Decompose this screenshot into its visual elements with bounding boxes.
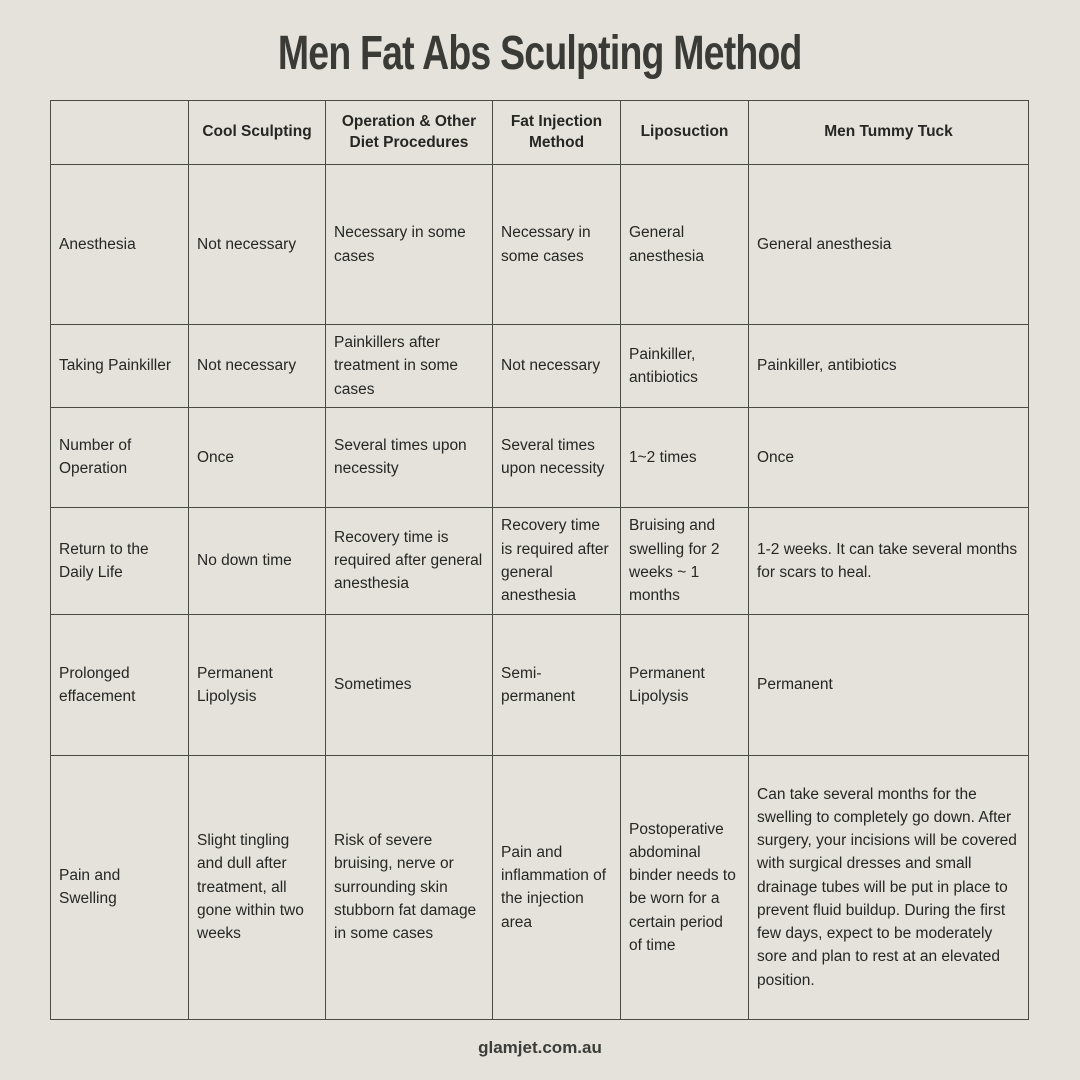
table-cell: Necessary in some cases <box>325 164 493 325</box>
table-cell: Painkiller, antibiotics <box>748 324 1029 408</box>
table-cell: Bruising and swelling for 2 weeks ~ 1 mo… <box>620 506 749 615</box>
table-cell: Permanent <box>748 613 1029 756</box>
table-cell: Several times upon necessity <box>325 406 493 508</box>
row-label: Number of Operation <box>50 406 189 508</box>
column-header-cool-sculpting: Cool Sculpting <box>188 100 326 165</box>
column-header-tummy-tuck: Men Tummy Tuck <box>748 100 1029 165</box>
table-cell: No down time <box>188 506 326 615</box>
table-row-anesthesia: Anesthesia Not necessary Necessary in so… <box>50 164 1029 325</box>
table-row-pain-and-swelling: Pain and Swelling Slight tingling and du… <box>50 754 1029 1020</box>
table-cell: Not necessary <box>492 324 621 408</box>
table-cell: Slight tingling and dull after treatment… <box>188 754 326 1020</box>
table-row-number-of-operation: Number of Operation Once Several times u… <box>50 406 1029 508</box>
table-cell: Pain and inflammation of the injection a… <box>492 754 621 1020</box>
column-header-blank <box>50 100 189 165</box>
table-cell: Sometimes <box>325 613 493 756</box>
header-row: Cool Sculpting Operation & Other Diet Pr… <box>50 100 1029 165</box>
table-cell: Can take several months for the swelling… <box>748 754 1029 1020</box>
row-label: Taking Painkiller <box>50 324 189 408</box>
table-cell: Postoperative abdominal binder needs to … <box>620 754 749 1020</box>
table-cell: General anesthesia <box>748 164 1029 325</box>
table-cell: Semi-permanent <box>492 613 621 756</box>
table-row-taking-painkiller: Taking Painkiller Not necessary Painkill… <box>50 324 1029 408</box>
table-cell: General anesthesia <box>620 164 749 325</box>
row-label: Anesthesia <box>50 164 189 325</box>
table-cell: Permanent Lipolysis <box>188 613 326 756</box>
table-cell: Permanent Lipolysis <box>620 613 749 756</box>
table-cell: 1~2 times <box>620 406 749 508</box>
table-row-return-to-daily-life: Return to the Daily Life No down time Re… <box>50 506 1029 615</box>
page-title: Men Fat Abs Sculpting Method <box>0 26 1080 81</box>
table-cell: Painkiller, antibiotics <box>620 324 749 408</box>
table-row-prolonged-effacement: Prolonged effacement Permanent Lipolysis… <box>50 613 1029 756</box>
footer-watermark: glamjet.com.au <box>478 1038 602 1057</box>
table-cell: Once <box>748 406 1029 508</box>
column-header-fat-injection: Fat Injection Method <box>492 100 621 165</box>
table-cell: Risk of severe bruising, nerve or surrou… <box>325 754 493 1020</box>
table-cell: Necessary in some cases <box>492 164 621 325</box>
column-header-liposuction: Liposuction <box>620 100 749 165</box>
table-cell: Not necessary <box>188 164 326 325</box>
table-cell: 1-2 weeks. It can take several months fo… <box>748 506 1029 615</box>
page-title-text: Men Fat Abs Sculpting Method <box>278 27 803 80</box>
row-label: Pain and Swelling <box>50 754 189 1020</box>
table-cell: Once <box>188 406 326 508</box>
row-label: Prolonged effacement <box>50 613 189 756</box>
table-cell: Recovery time is required after general … <box>325 506 493 615</box>
row-label: Return to the Daily Life <box>50 506 189 615</box>
table-cell: Painkillers after treatment in some case… <box>325 324 493 408</box>
table-cell: Recovery time is required after general … <box>492 506 621 615</box>
table-cell: Not necessary <box>188 324 326 408</box>
column-header-operation-diet: Operation & Other Diet Procedures <box>325 100 493 165</box>
table-cell: Several times upon necessity <box>492 406 621 508</box>
comparison-table: Cool Sculpting Operation & Other Diet Pr… <box>50 100 1029 1020</box>
